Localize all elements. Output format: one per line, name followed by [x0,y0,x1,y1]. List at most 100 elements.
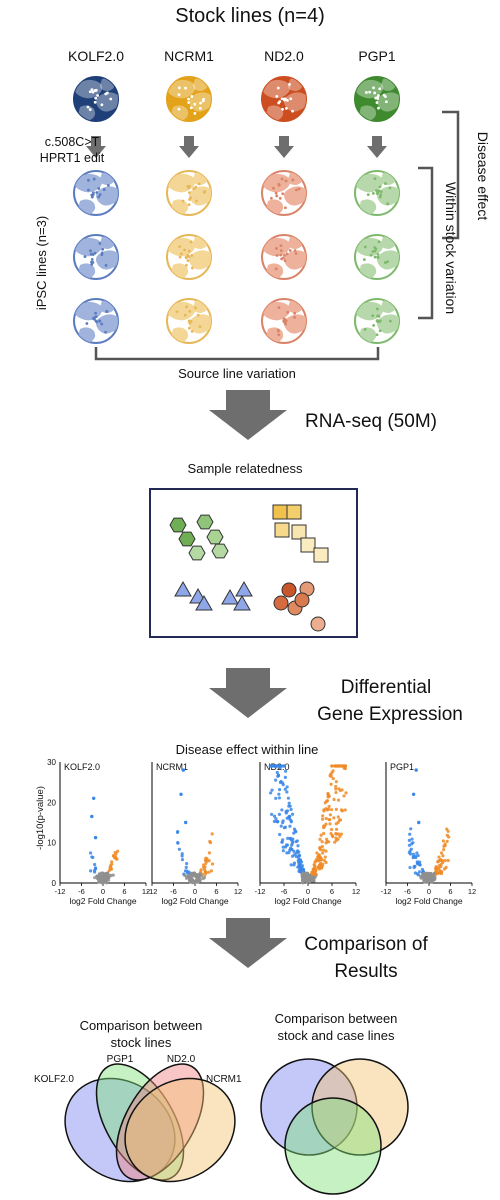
volcano-panel-label: NCRM1 [156,762,188,772]
hexagon-marker [188,545,206,561]
volcano-panel: PGP1 -12 -6 0 6 12 log2 Fold Change [381,762,476,906]
volcano-panel: KOLF2.0 -12 -6 0 6 12 log2 Fold Change [55,762,150,906]
stock-line-label: NCRM1 [164,48,214,64]
volcano-xtick: 12 [352,887,360,896]
volcano-ylabel: -log10(p-value) [35,786,46,850]
volcano-xtick: 0 [101,887,105,896]
ipsc-cell [354,170,400,216]
volcano-ytick: 30 [47,758,56,767]
stock-cell [354,76,400,122]
small-down-arrow [86,136,106,158]
square-marker [274,522,290,538]
ipsc-cell [73,298,119,344]
ipsc-cell [166,170,212,216]
volcano-ytick: 0 [52,879,57,888]
source-line-label: Source line variation [178,366,296,381]
ipsc-cell [166,234,212,280]
relatedness-title: Sample relatedness [188,461,303,476]
disease-effect-label: Disease effect [475,132,491,221]
source-line-bracket [94,347,380,361]
ipsc-cell [261,298,307,344]
circle-marker [281,582,297,598]
ipsc-cell [73,234,119,280]
ipsc-cell [354,234,400,280]
volcano-xtick: 6 [330,887,334,896]
stock-line-label: PGP1 [358,48,396,64]
small-down-arrow [179,136,199,158]
volcano-xlabel: log2 Fold Change [395,896,462,906]
ipsc-cell [166,298,212,344]
hexagon-marker [211,543,229,559]
stock-cell [166,76,212,122]
step2-label-line1: Differential [341,677,431,698]
stock-line-label: KOLF2.0 [68,48,124,64]
volcano-xlabel: log2 Fold Change [69,896,136,906]
volcano-xtick: 12 [234,887,242,896]
volcano-xtick: -12 [255,887,266,896]
relatedness-box [149,488,358,638]
venn-ellipse-pgp1 [95,1063,185,1181]
volcano-panel: NCRM1 -12 -6 0 6 12 log2 Fold Change [147,762,242,906]
triangle-marker [233,594,251,611]
volcano-xtick: -6 [170,887,177,896]
ipsc-cell [354,298,400,344]
volcano-xtick: 12 [468,887,476,896]
ipsc-cell [73,170,119,216]
small-down-arrow [274,136,294,158]
step3-label-line1: Comparison of [304,934,428,955]
ipsc-cell [261,234,307,280]
venn-ellipse-nd2 [115,1063,205,1181]
big-arrow-rnaseq [209,390,287,440]
triangle-marker [221,588,239,605]
volcano-xtick: -12 [381,887,392,896]
big-arrow-dge [209,668,287,718]
venn-left-label: PGP1 [107,1054,134,1065]
venn-right-circle [284,1097,382,1195]
circle-marker [310,616,326,632]
circle-marker [273,595,289,611]
hexagon-marker [169,517,187,533]
venn-left-label: NCRM1 [206,1074,242,1085]
stock-cell [73,76,119,122]
volcano-panel-label: KOLF2.0 [64,762,100,772]
square-marker [291,524,307,540]
square-marker [286,504,302,520]
venn-left-label: KOLF2.0 [34,1074,74,1085]
venn-right-title-line1: Comparison between [275,1011,398,1026]
square-marker [272,504,288,520]
volcano-xtick: 6 [448,887,452,896]
hexagon-marker [196,514,214,530]
volcano-xtick: 0 [427,887,431,896]
within-stock-label: Within stock variation [443,182,459,314]
edit-label-line1: c.508C>T [45,135,100,149]
venn-ellipse-ncrm1 [124,1077,236,1183]
volcano-title: Disease effect within line [176,742,319,757]
ipsc-label: iPSC lines (n=3) [34,216,49,310]
venn-right-title-line2: stock and case lines [277,1028,395,1043]
volcano-xlabel: log2 Fold Change [274,896,341,906]
within-stock-bracket [418,166,434,320]
triangle-marker [235,580,253,597]
venn-left-title-line2: stock lines [111,1035,172,1050]
volcano-ytick: 10 [47,839,56,848]
step1-label: RNA-seq (50M) [305,411,437,432]
volcano-xtick: 0 [193,887,197,896]
volcano-xtick: -6 [78,887,85,896]
venn-left-label: ND2.0 [167,1054,196,1065]
stock-cell [261,76,307,122]
volcano-xtick: 6 [214,887,218,896]
disease-effect-bracket [442,110,460,240]
venn-right-circle [260,1058,358,1156]
volcano-xtick: -12 [55,887,66,896]
edit-label-line2: HPRT1 edit [40,151,105,165]
volcano-ytick: 20 [47,798,56,807]
square-marker [300,537,316,553]
big-arrow-comparison [209,918,287,968]
volcano-xtick: 12 [142,887,150,896]
square-marker [313,547,329,563]
volcano-xtick: 6 [122,887,126,896]
hexagon-marker [178,531,196,547]
volcano-xtick: 0 [306,887,310,896]
